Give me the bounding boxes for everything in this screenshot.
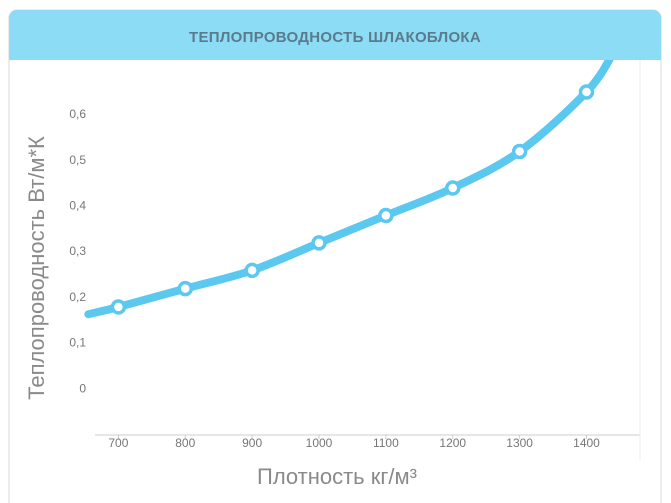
point-marker — [445, 180, 461, 196]
y-tick-label: 0,3 — [69, 244, 86, 258]
x-tick-label: 1100 — [373, 436, 399, 450]
series-line — [84, 60, 614, 319]
x-tick-label: 1300 — [506, 436, 533, 450]
y-tick-label: 0 — [79, 381, 86, 395]
point-marker — [177, 280, 194, 297]
plot-area — [84, 60, 614, 319]
x-tick-label: 700 — [108, 436, 128, 450]
x-tick-label: 1200 — [439, 436, 466, 450]
y-tick-label: 0,4 — [69, 199, 86, 213]
x-tick-label: 800 — [175, 436, 195, 450]
point-marker — [511, 143, 528, 160]
point-marker — [110, 299, 127, 315]
panel — [8, 9, 662, 503]
x-tick-label: 900 — [242, 436, 262, 450]
y-tick-label: 0,5 — [69, 153, 86, 167]
y-tick-label: 0,2 — [69, 290, 86, 304]
x-tick-label: 1000 — [306, 436, 333, 450]
point-marker — [378, 207, 394, 224]
header-band — [9, 10, 661, 60]
point-marker — [578, 84, 595, 100]
y-tick-label: 0,6 — [69, 107, 86, 121]
x-axis-label: Плотность кг/м³ — [257, 464, 417, 489]
x-tick-label: 1400 — [573, 436, 600, 450]
y-axis-label: Теплопроводность Вт/м*К — [24, 136, 49, 400]
point-marker — [311, 235, 327, 251]
y-tick-label: 0,1 — [69, 336, 86, 350]
chart-title: ТЕПЛОПРОВОДНОСТЬ ШЛАКОБЛОКА — [189, 29, 481, 46]
point-marker — [244, 262, 260, 279]
